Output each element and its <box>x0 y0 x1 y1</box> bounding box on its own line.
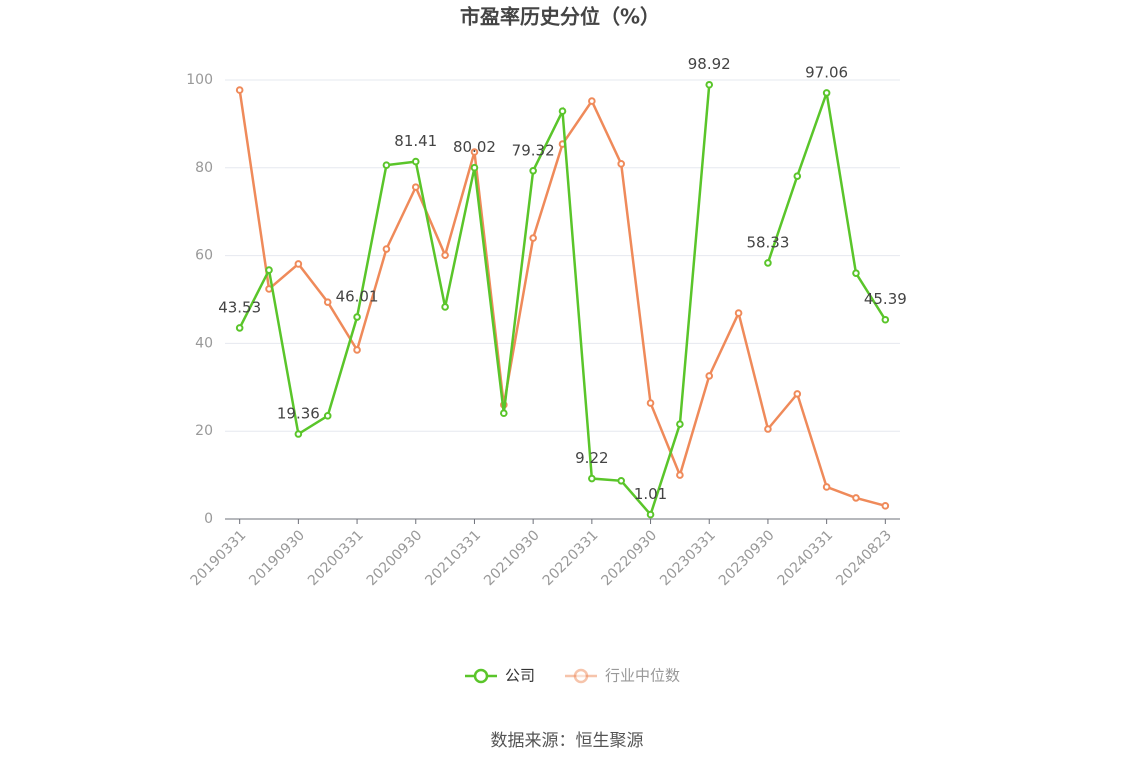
data-point <box>470 148 479 156</box>
chart-title: 市盈率历史分位（%） <box>460 5 660 29</box>
data-point <box>705 80 714 89</box>
x-tick-label: 20200930 <box>364 527 426 589</box>
legend-marker <box>573 668 589 684</box>
data-point <box>646 399 655 407</box>
data-point <box>852 494 860 502</box>
data-point <box>676 471 684 479</box>
data-point <box>411 183 420 191</box>
data-point <box>617 160 625 168</box>
data-point <box>382 161 391 169</box>
y-tick-label: 100 <box>186 72 213 88</box>
data-label: 9.22 <box>575 449 608 467</box>
x-tick-label: 20230930 <box>716 527 778 589</box>
data-point <box>411 157 420 166</box>
data-point <box>734 309 743 317</box>
legend-item[interactable]: 行业中位数 <box>565 667 680 685</box>
data-label: 58.33 <box>746 233 789 251</box>
data-label: 1.01 <box>634 485 667 503</box>
data-label: 45.39 <box>864 290 907 308</box>
data-point <box>382 245 391 253</box>
data-point <box>441 251 449 259</box>
data-point <box>558 107 567 115</box>
data-label: 79.32 <box>512 141 555 159</box>
data-point <box>793 390 802 398</box>
y-tick-label: 20 <box>195 423 213 439</box>
data-label: 19.36 <box>277 405 320 423</box>
data-point <box>353 346 361 354</box>
data-point <box>705 372 714 380</box>
data-point <box>323 412 332 420</box>
legend-label: 公司 <box>505 667 535 685</box>
y-tick-label: 40 <box>195 335 213 351</box>
data-point <box>822 89 831 97</box>
x-tick-label: 20190331 <box>188 527 250 589</box>
data-point <box>441 303 449 311</box>
x-tick-label: 20210331 <box>422 527 484 589</box>
data-point <box>353 313 361 321</box>
data-point <box>529 166 537 175</box>
x-tick-label: 20210930 <box>481 527 543 589</box>
data-point <box>764 259 772 267</box>
legend-label: 行业中位数 <box>605 667 680 685</box>
data-point <box>500 409 508 418</box>
data-point <box>265 266 273 274</box>
data-point <box>235 324 244 332</box>
legend-item[interactable]: 公司 <box>465 667 535 685</box>
x-tick-label: 20220331 <box>540 527 602 589</box>
x-tick-label: 20240823 <box>833 527 895 589</box>
data-point <box>822 483 831 491</box>
data-point <box>793 172 802 180</box>
x-tick-label: 20230331 <box>657 527 719 589</box>
y-tick-label: 60 <box>195 248 213 264</box>
data-point <box>588 474 596 483</box>
data-point <box>617 477 625 485</box>
data-point <box>588 97 596 105</box>
x-tick-label: 20220930 <box>598 527 660 589</box>
data-point <box>764 425 772 433</box>
data-label: 43.53 <box>218 298 261 316</box>
data-point <box>294 430 303 438</box>
data-point <box>676 420 684 428</box>
data-point <box>881 315 890 324</box>
data-label: 81.41 <box>394 132 437 150</box>
y-tick-label: 0 <box>204 511 213 527</box>
data-label: 97.06 <box>805 63 848 81</box>
legend-marker <box>473 668 489 684</box>
data-point <box>294 260 303 268</box>
x-tick-label: 20190930 <box>246 527 308 589</box>
data-point <box>235 86 244 94</box>
x-tick-label: 20200331 <box>305 527 367 589</box>
data-point <box>470 163 479 172</box>
data-point <box>529 234 537 242</box>
data-point <box>646 510 655 519</box>
source-note: 数据来源：恒生聚源 <box>491 731 644 751</box>
data-point <box>881 502 890 510</box>
data-label: 80.02 <box>453 138 496 156</box>
data-point <box>323 298 332 306</box>
data-label: 98.92 <box>688 55 731 73</box>
data-label: 46.01 <box>336 288 379 306</box>
x-tick-label: 20240331 <box>775 527 837 589</box>
y-tick-label: 80 <box>195 160 213 176</box>
data-point <box>852 269 860 277</box>
